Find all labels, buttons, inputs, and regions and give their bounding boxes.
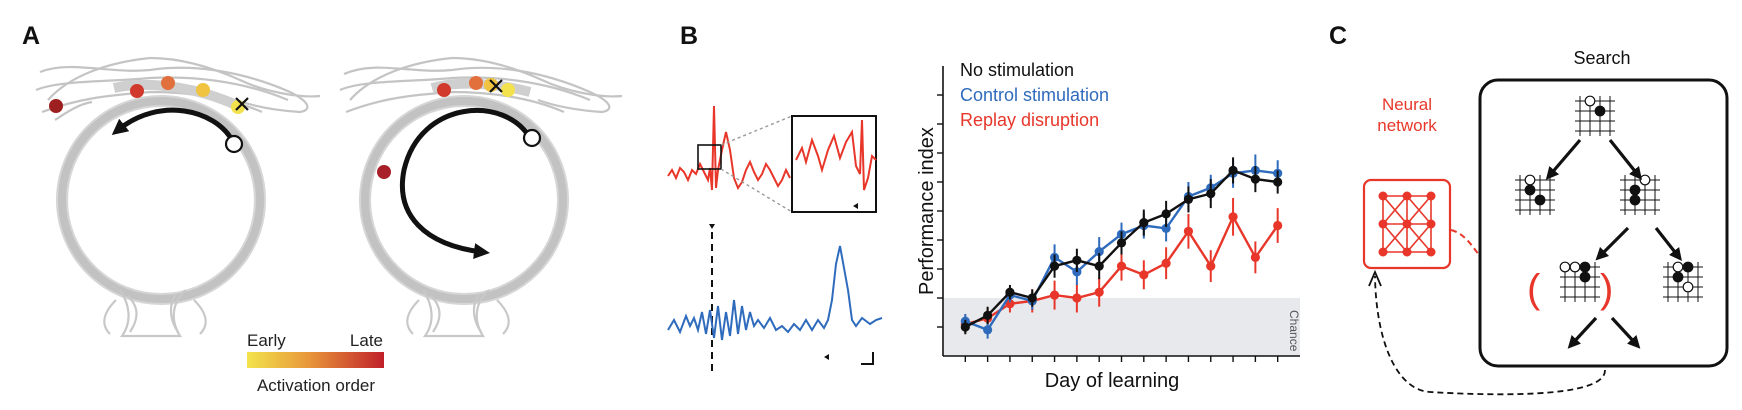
red-lfp-trace xyxy=(667,105,791,191)
lfp-traces xyxy=(667,105,883,372)
data-point xyxy=(1228,165,1238,175)
data-point xyxy=(1228,212,1238,222)
data-point xyxy=(1116,261,1127,271)
chance-label: Chance xyxy=(1287,310,1301,352)
red-lfp-zoom xyxy=(795,119,877,191)
series-no-stimulation xyxy=(960,157,1283,335)
black-stone xyxy=(1579,261,1591,273)
data-point xyxy=(1273,177,1283,187)
goal-cross-right xyxy=(489,79,503,93)
x-axis-label: Day of learning xyxy=(1045,370,1180,392)
data-point xyxy=(1250,174,1260,184)
white-stone xyxy=(1682,281,1694,293)
position-marker-left xyxy=(224,134,244,154)
data-point xyxy=(1072,255,1082,265)
data-point xyxy=(1183,194,1194,204)
selected-node-open-paren: ( xyxy=(1527,267,1541,311)
white-stone xyxy=(1584,95,1596,107)
data-point xyxy=(1116,238,1127,248)
search-to-nn-arrow xyxy=(1374,275,1606,396)
white-stone xyxy=(1639,174,1651,186)
search-box xyxy=(1478,78,1729,368)
black-stone xyxy=(1524,184,1536,196)
data-point xyxy=(1161,209,1171,219)
goal-cross-left xyxy=(235,97,249,111)
legend: No stimulation Control stimulation Replay … xyxy=(960,60,1109,130)
panel-a-label: A xyxy=(22,22,40,50)
data-point xyxy=(1049,290,1060,300)
y-ticks xyxy=(937,94,943,328)
neural-network-label: Neural network xyxy=(1377,95,1437,135)
colorbar-early-label: Early xyxy=(247,331,286,350)
legend-entry: Control stimulation xyxy=(960,85,1109,105)
data-point xyxy=(1206,261,1216,271)
black-stone xyxy=(1534,194,1546,206)
data-point xyxy=(1161,258,1171,268)
series-layer xyxy=(960,154,1283,339)
search-tree-edges xyxy=(1545,138,1682,349)
board-child-right xyxy=(1620,174,1660,215)
data-point xyxy=(960,322,970,332)
black-stone xyxy=(1629,194,1641,206)
neural-network-label-line: network xyxy=(1377,116,1437,135)
selected-node-close-paren: ) xyxy=(1600,267,1613,311)
neural-network-label-line: Neural xyxy=(1382,95,1432,114)
position-marker-right xyxy=(522,128,542,148)
panel-b-label: B xyxy=(680,22,698,50)
x-ticks xyxy=(964,356,1279,362)
data-point xyxy=(1049,261,1060,271)
data-point xyxy=(1027,293,1037,303)
white-stone xyxy=(1559,261,1571,273)
board-root xyxy=(1575,95,1615,136)
data-point xyxy=(1094,261,1104,271)
colorbar-gradient xyxy=(247,352,384,368)
blue-lfp-trace xyxy=(667,245,883,341)
data-point xyxy=(983,310,993,320)
data-point xyxy=(1094,287,1104,297)
colorbar-late-label: Late xyxy=(350,331,383,350)
black-stone xyxy=(1682,261,1694,273)
track-left xyxy=(35,56,321,338)
y-axis-label: Performance index xyxy=(916,127,938,295)
white-stone xyxy=(1672,261,1684,273)
track-right xyxy=(339,56,623,338)
network-nodes xyxy=(1378,191,1436,257)
data-point xyxy=(1183,226,1194,236)
black-stone xyxy=(1629,184,1641,196)
replay-arrow-right xyxy=(400,108,533,259)
data-point xyxy=(1273,220,1283,231)
colorbar-caption: Activation order xyxy=(257,376,375,395)
data-point xyxy=(1206,189,1216,199)
white-stone xyxy=(1524,174,1536,186)
search-title: Search xyxy=(1573,48,1630,68)
data-point xyxy=(1005,299,1015,309)
performance-chart: Chance Performance index Day of learning… xyxy=(916,60,1301,392)
data-point xyxy=(1094,247,1104,257)
white-stone xyxy=(1569,261,1581,273)
legend-entry: Replay disruption xyxy=(960,110,1099,130)
data-point xyxy=(1161,223,1171,233)
data-point xyxy=(1139,270,1149,280)
search-block: Search ( ) xyxy=(1478,48,1729,368)
black-stone xyxy=(1579,271,1591,283)
panel-c-label: C xyxy=(1329,22,1347,50)
board-selected xyxy=(1559,261,1600,302)
board-leaf xyxy=(1663,261,1703,302)
replay-arrow-left xyxy=(111,107,235,142)
data-point xyxy=(1072,293,1082,303)
activation-colorbar: Early Late Activation order xyxy=(247,331,384,395)
board-child-left xyxy=(1515,174,1555,215)
legend-entry: No stimulation xyxy=(960,60,1074,80)
data-point xyxy=(1139,218,1149,228)
data-point xyxy=(1005,287,1015,297)
black-stone xyxy=(1672,271,1684,283)
search-tree-boards xyxy=(1515,95,1703,302)
series-replay-disruption xyxy=(960,197,1283,333)
data-point xyxy=(1250,252,1260,262)
data-point xyxy=(983,325,993,335)
black-stone xyxy=(1594,105,1606,117)
